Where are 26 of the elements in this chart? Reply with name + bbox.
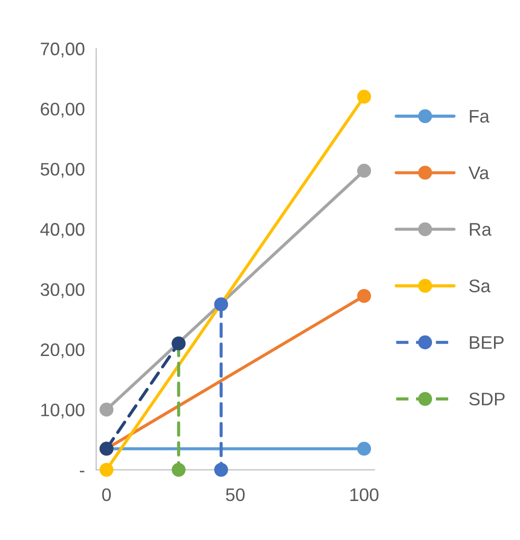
y-tick-label: 50,00 (40, 162, 84, 178)
x-tick-label: 50 (226, 488, 245, 502)
legend-label: Sa (469, 280, 491, 292)
point (214, 297, 228, 312)
point (100, 402, 114, 417)
legend-label: SDP (469, 392, 505, 406)
legend-label: BEP (470, 336, 504, 349)
y-tick-label: 30,00 (40, 283, 84, 298)
y-tick-label: 70,00 (40, 42, 84, 58)
y-tick-label: 10,00 (41, 404, 84, 418)
y-tick-label: 60,00 (40, 102, 84, 118)
point (100, 462, 114, 477)
x-tick-label: 100 (350, 488, 378, 502)
point (214, 462, 228, 477)
point (357, 90, 372, 104)
y-tick-label: 40,00 (40, 223, 84, 238)
legend-label: Ra (470, 223, 492, 236)
legend-label: Va (468, 166, 490, 180)
y-tick-label: 20,00 (40, 343, 84, 358)
point (357, 288, 372, 303)
y-tick-label: - (80, 470, 84, 472)
point (357, 442, 372, 456)
point (172, 462, 186, 477)
legend-label: Fa (470, 110, 490, 123)
point (357, 164, 372, 178)
x-tick-label: 0 (102, 488, 111, 502)
